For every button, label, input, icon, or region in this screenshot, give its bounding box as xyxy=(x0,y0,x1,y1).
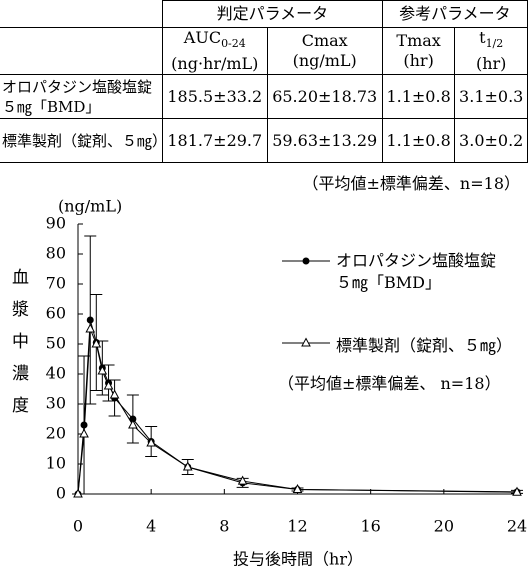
x-tick-label: 4 xyxy=(146,517,156,536)
point xyxy=(86,316,94,324)
y-tick-label: 70 xyxy=(46,274,66,293)
legend-label: 標準製剤（錠剤、５㎎） xyxy=(336,336,513,355)
point xyxy=(97,365,108,375)
col-sub: 1/2 xyxy=(485,37,504,51)
col-unit: (ng/mL) xyxy=(292,51,357,71)
x-tick-label: 12 xyxy=(287,517,307,536)
col-label: AUC xyxy=(183,28,222,47)
point xyxy=(129,415,137,423)
cell: 181.7±29.7 xyxy=(162,118,268,164)
pk-table: 判定パラメータ 参考パラメータ AUC0-24 (ng·hr/mL) Cmax (ng… xyxy=(0,0,528,164)
col-label: t xyxy=(479,28,486,47)
point xyxy=(237,475,248,485)
col-unit: (ng·hr/mL) xyxy=(171,54,259,74)
column-header: t1/2 (hr) xyxy=(454,26,528,76)
x-tick-label: 0 xyxy=(73,517,83,536)
x-tick-label: 20 xyxy=(434,517,454,536)
cell: 標準製剤（錠剤、５㎎） xyxy=(0,118,167,164)
x-tick-label: 8 xyxy=(219,517,229,536)
x-label: 投与後時間（hr） xyxy=(233,550,363,569)
col-label: Tmax xyxy=(396,31,441,51)
cell: 3.0±0.2 xyxy=(454,118,528,164)
point xyxy=(182,461,193,471)
cell: 1.1±0.8 xyxy=(381,118,456,164)
point xyxy=(85,323,96,333)
y-tick-label: 30 xyxy=(46,394,66,413)
y-tick-label: 80 xyxy=(46,244,66,263)
column-header: Cmax (ng/mL) xyxy=(266,26,383,76)
column-header: AUC0-24 (ng·hr/mL) xyxy=(162,26,268,76)
col-unit: (hr) xyxy=(403,51,434,71)
y-tick-label: 40 xyxy=(46,364,66,383)
y-tick-label: 90 xyxy=(46,214,66,233)
point xyxy=(512,486,522,496)
column-header: Tmax (hr) xyxy=(381,26,456,76)
point xyxy=(91,338,102,348)
y-tick-label: 20 xyxy=(46,424,66,443)
table-note: （平均値±標準偏差、n=18） xyxy=(302,174,520,193)
col-sub: 0-24 xyxy=(221,37,246,51)
blank xyxy=(0,26,163,76)
legend-label: オロパタジン塩酸塩錠５㎎「BMD」 xyxy=(336,251,497,292)
point xyxy=(79,428,89,438)
series-line xyxy=(77,319,518,495)
y-unit: (ng/mL) xyxy=(58,197,122,216)
x-tick-label: 24 xyxy=(507,517,527,536)
point xyxy=(292,483,303,493)
point xyxy=(128,419,138,429)
col-unit: (hr) xyxy=(475,54,507,74)
point xyxy=(109,389,120,399)
x-tick-label: 16 xyxy=(360,517,380,536)
y-tick-label: 50 xyxy=(46,334,66,353)
series-line xyxy=(77,328,518,495)
cell: 3.1±0.3 xyxy=(454,74,528,120)
y-tick-label: 0 xyxy=(56,484,66,503)
point xyxy=(103,380,114,390)
group: 参考パラメータ xyxy=(381,0,528,28)
point xyxy=(80,421,88,429)
y-label: 血漿中濃度 xyxy=(8,268,28,428)
chart-note: （平均値±標準偏差、 n=18） xyxy=(278,374,501,393)
y-tick-label: 60 xyxy=(46,304,66,323)
cell: オロパタジン塩酸塩錠５㎎「BMD」 xyxy=(0,74,163,120)
cell: 65.20±18.73 xyxy=(266,74,383,120)
point xyxy=(73,488,83,498)
y-tick-label: 10 xyxy=(46,454,66,473)
point xyxy=(146,437,157,447)
legend-marker xyxy=(301,337,311,347)
legend-marker xyxy=(302,257,310,265)
cell: 59.63±13.29 xyxy=(266,118,383,164)
col-label: Cmax xyxy=(301,31,348,51)
